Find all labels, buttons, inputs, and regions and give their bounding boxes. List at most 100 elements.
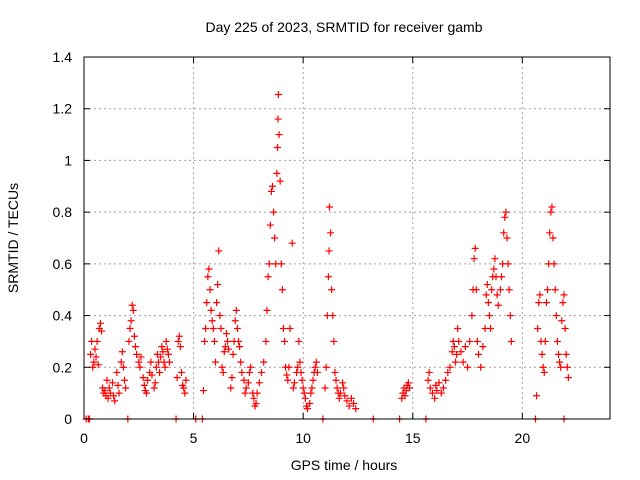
x-tick-label: 0 (80, 430, 88, 446)
data-point (281, 337, 289, 345)
data-point (202, 325, 210, 332)
data-point (110, 392, 118, 400)
data-point (490, 265, 498, 273)
data-point (174, 337, 182, 345)
data-point (470, 255, 478, 263)
data-point (301, 394, 309, 402)
data-point (309, 376, 317, 384)
data-point (231, 317, 239, 325)
data-point (208, 317, 216, 325)
data-point (101, 387, 109, 395)
data-point (464, 363, 472, 371)
data-point (561, 325, 569, 332)
data-point (93, 337, 101, 345)
x-tick-label: 15 (405, 430, 421, 446)
y-tick-label: 1.4 (53, 49, 73, 65)
data-point (459, 358, 467, 366)
data-point (401, 392, 409, 400)
data-point (352, 405, 360, 413)
data-point (554, 350, 562, 358)
data-point (121, 376, 129, 384)
data-point (181, 389, 189, 397)
data-point (210, 337, 218, 345)
y-tick-label: 1 (64, 152, 72, 168)
data-point (493, 291, 501, 299)
data-point (126, 325, 134, 332)
data-point (340, 384, 348, 392)
data-point (225, 345, 233, 353)
data-point (152, 363, 160, 371)
data-point (311, 363, 319, 371)
data-point (448, 348, 456, 356)
data-point (424, 376, 432, 384)
data-point (332, 376, 340, 384)
data-point (350, 399, 358, 407)
x-tick-labels: 0 5 10 15 20 (80, 430, 530, 446)
data-point (241, 389, 249, 397)
data-point (204, 273, 212, 281)
data-point (263, 306, 271, 314)
data-point (442, 376, 450, 384)
data-point (129, 306, 137, 314)
data-point (142, 389, 150, 397)
data-point (502, 208, 510, 216)
data-point (279, 325, 287, 332)
data-point (233, 325, 241, 332)
y-tick-label: 0.6 (53, 256, 73, 272)
data-point (245, 368, 253, 376)
data-point (548, 203, 556, 211)
data-point (533, 392, 541, 400)
data-point (238, 368, 246, 376)
data-point (333, 384, 341, 392)
data-point (278, 286, 286, 294)
data-point (276, 177, 284, 185)
data-point (304, 405, 312, 413)
data-point (274, 90, 282, 98)
data-point (119, 363, 127, 371)
data-point (484, 299, 492, 307)
data-point (501, 213, 509, 221)
data-point (266, 221, 274, 229)
data-point (551, 286, 559, 294)
data-point (87, 350, 95, 358)
data-point (139, 374, 147, 382)
data-point (247, 363, 255, 371)
data-point (271, 234, 279, 242)
data-point (232, 306, 240, 314)
data-point (285, 363, 293, 371)
data-point (296, 358, 304, 366)
data-point (461, 343, 469, 351)
data-point (559, 299, 567, 307)
x-tick-label: 10 (295, 430, 311, 446)
data-point (268, 182, 276, 190)
data-point (213, 299, 221, 307)
data-point (496, 286, 504, 294)
data-point (557, 363, 565, 371)
data-point (343, 397, 351, 405)
data-point (228, 374, 236, 382)
data-point (108, 379, 116, 387)
data-point (289, 384, 297, 392)
data-point (299, 384, 307, 392)
data-point (488, 286, 496, 294)
data-point (541, 337, 549, 345)
data-point (542, 299, 550, 307)
data-point (290, 379, 298, 387)
data-point (136, 363, 144, 371)
data-point (165, 358, 173, 366)
data-point (298, 376, 306, 384)
data-point (151, 379, 159, 387)
data-point (115, 389, 123, 397)
data-point (90, 358, 98, 366)
chart-title: Day 225 of 2023, SRMTID for receiver gam… (205, 19, 482, 35)
data-point (475, 350, 482, 358)
data-point (325, 247, 333, 255)
data-point (284, 376, 292, 384)
data-points (82, 90, 572, 423)
data-point (255, 379, 263, 387)
data-point (450, 343, 458, 351)
data-point (457, 348, 465, 356)
plot-frame (83, 56, 611, 420)
